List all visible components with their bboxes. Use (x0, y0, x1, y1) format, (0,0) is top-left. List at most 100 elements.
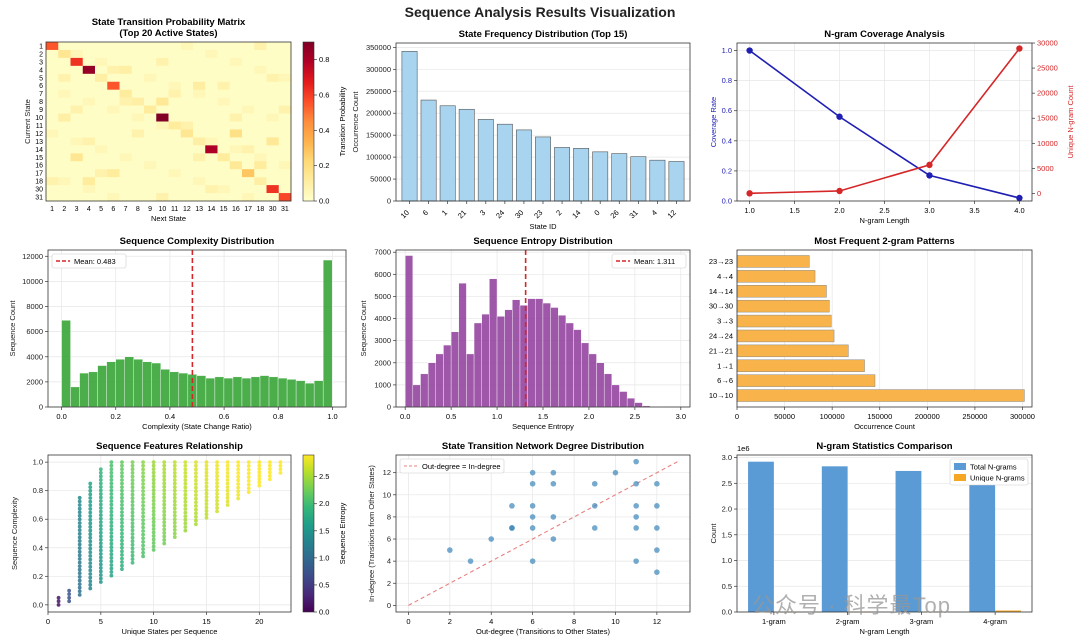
scatter-point (194, 467, 198, 472)
heatmap-cell (205, 57, 218, 67)
scatter-point (67, 592, 72, 597)
scatter-point (109, 506, 114, 511)
scatter-point (98, 534, 103, 539)
bar (668, 161, 685, 202)
heatmap-cell (95, 89, 108, 98)
heatmap-cell (58, 97, 71, 106)
scatter-point (151, 509, 156, 514)
heatmap-cell (229, 193, 243, 202)
scatter-point (633, 558, 639, 564)
y-axis-label: Unique N-gram Count (1066, 85, 1075, 159)
bar (736, 314, 832, 328)
scatter-point (151, 474, 156, 479)
heatmap-cell (229, 81, 243, 90)
series-point (836, 187, 843, 195)
colorbar-label: Sequence Entropy (338, 502, 347, 564)
heatmap-cell (119, 153, 133, 162)
entropy-chart: 0 1000 2000 3000 4000 5000 6000 7000 0.0 0.5 1.0 1.… (359, 236, 691, 431)
scatter-point (109, 520, 114, 525)
scatter-point (120, 517, 124, 522)
heatmap-cell (168, 193, 182, 202)
y-tick-label: 11 (36, 123, 43, 130)
heatmap-cell (156, 57, 169, 67)
scatter-point (109, 481, 114, 486)
heatmap-cell (168, 42, 182, 51)
scatter-point (225, 499, 230, 504)
heatmap-cell (95, 185, 108, 194)
figure-title: Sequence Analysis Results Visualization (404, 4, 676, 20)
scatter-point (246, 471, 251, 476)
colorbar-tick-label: 1.5 (319, 526, 329, 535)
scatter-point (257, 466, 262, 471)
y-tick-label: 6000 (26, 327, 43, 336)
heatmap-cell (205, 113, 218, 122)
identity-line (408, 461, 678, 606)
scatter-point (141, 481, 145, 486)
heatmap-cell (131, 105, 145, 114)
heatmap-cell (58, 169, 71, 178)
heatmap-cell (205, 185, 218, 194)
heatmap-cell (205, 97, 218, 106)
bar (496, 123, 513, 202)
heatmap-cell (58, 89, 71, 98)
heatmap-cell (131, 137, 145, 146)
heatmap-cell (144, 177, 157, 186)
scatter-point (141, 463, 145, 468)
heatmap-cell (131, 177, 145, 186)
heatmap-cell (144, 137, 157, 146)
scatter-point (109, 467, 114, 472)
scatter-point (151, 460, 156, 465)
scatter-point (162, 474, 167, 479)
scatter-point (88, 550, 93, 555)
y-axis-label: Current State (23, 99, 32, 144)
heatmap-cell (278, 121, 292, 130)
scatter-point (633, 458, 639, 465)
y-tick-label: 6→6 (717, 376, 733, 385)
scatter-point (130, 474, 135, 479)
scatter-point (141, 503, 145, 508)
y-tick-label: 7000 (374, 248, 391, 257)
heatmap-cell (107, 137, 120, 146)
scatter-point (172, 474, 177, 479)
scatter-point (194, 482, 198, 486)
legend-box (51, 253, 127, 269)
scatter-point (654, 569, 660, 575)
heatmap-cell (156, 49, 169, 59)
y-tick-label: 0.8 (722, 76, 732, 85)
histogram-bar (115, 359, 125, 408)
heatmap-cell (156, 193, 169, 202)
scatter-point (120, 470, 124, 475)
scatter-point (109, 548, 114, 553)
heatmap-cell (168, 105, 182, 114)
plot-frame (395, 454, 691, 613)
heatmap-cell (82, 193, 96, 202)
scatter-point (183, 460, 188, 465)
scatter-point (529, 514, 536, 520)
heatmap-cell (242, 145, 255, 154)
scatter-point (98, 492, 103, 496)
scatter-point (88, 528, 93, 533)
scatter-point (77, 564, 82, 569)
scatter-point (109, 499, 114, 504)
scatter-point (257, 470, 262, 475)
scatter-point (130, 550, 135, 554)
heatmap-cell (156, 145, 169, 154)
scatter-point (151, 526, 156, 531)
histogram-bar (634, 402, 643, 408)
scatter-point (225, 460, 230, 465)
y-tick-label: 12 (383, 468, 391, 477)
scatter-point (77, 535, 82, 540)
scatter-point (162, 467, 167, 472)
scatter-point (194, 518, 198, 523)
scatter-point (162, 523, 167, 528)
heatmap-cell (242, 137, 255, 146)
heatmap-cell (278, 81, 292, 90)
scatter-point (88, 510, 93, 515)
scatter-point (130, 546, 135, 551)
heatmap-cell (229, 129, 243, 138)
heatmap-cell (58, 121, 71, 130)
x-axis-label: Sequence Entropy (512, 422, 574, 431)
heatmap-cell (193, 81, 206, 90)
heatmap-cell (242, 113, 255, 122)
heatmap-cell (107, 169, 120, 178)
